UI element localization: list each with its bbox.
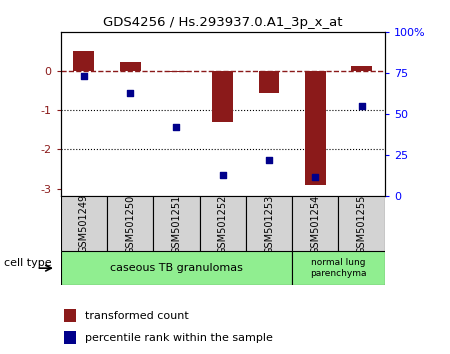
Point: [126, 90, 134, 96]
Text: GSM501250: GSM501250: [125, 194, 135, 253]
Bar: [107, 196, 153, 251]
Text: cell type: cell type: [4, 258, 52, 268]
Point: [358, 103, 365, 109]
Text: percentile rank within the sample: percentile rank within the sample: [86, 333, 273, 343]
Point: [80, 74, 87, 79]
Text: GSM501255: GSM501255: [356, 194, 367, 253]
Point: [219, 172, 226, 178]
Point: [173, 125, 180, 130]
Text: GSM501249: GSM501249: [79, 194, 89, 253]
Text: caseous TB granulomas: caseous TB granulomas: [110, 263, 243, 273]
Bar: [166, 71, 187, 72]
Text: GSM501254: GSM501254: [310, 194, 320, 253]
Bar: [292, 251, 385, 285]
Bar: [120, 62, 140, 71]
Bar: [212, 71, 233, 122]
Text: GSM501253: GSM501253: [264, 194, 274, 253]
Bar: [292, 196, 338, 251]
Title: GDS4256 / Hs.293937.0.A1_3p_x_at: GDS4256 / Hs.293937.0.A1_3p_x_at: [103, 16, 342, 29]
Bar: [338, 196, 385, 251]
Bar: [73, 51, 94, 71]
Bar: [305, 71, 326, 185]
Bar: [64, 309, 76, 322]
Bar: [259, 71, 279, 93]
Bar: [200, 196, 246, 251]
Text: normal lung
parenchyma: normal lung parenchyma: [310, 258, 367, 278]
Text: transformed count: transformed count: [86, 310, 189, 321]
Text: GSM501251: GSM501251: [171, 194, 181, 253]
Point: [266, 158, 273, 163]
Bar: [246, 196, 292, 251]
Bar: [153, 196, 200, 251]
Point: [312, 174, 319, 179]
Bar: [61, 251, 292, 285]
Bar: [61, 196, 107, 251]
Bar: [351, 66, 372, 71]
Bar: [64, 331, 76, 344]
Text: GSM501252: GSM501252: [218, 194, 228, 253]
